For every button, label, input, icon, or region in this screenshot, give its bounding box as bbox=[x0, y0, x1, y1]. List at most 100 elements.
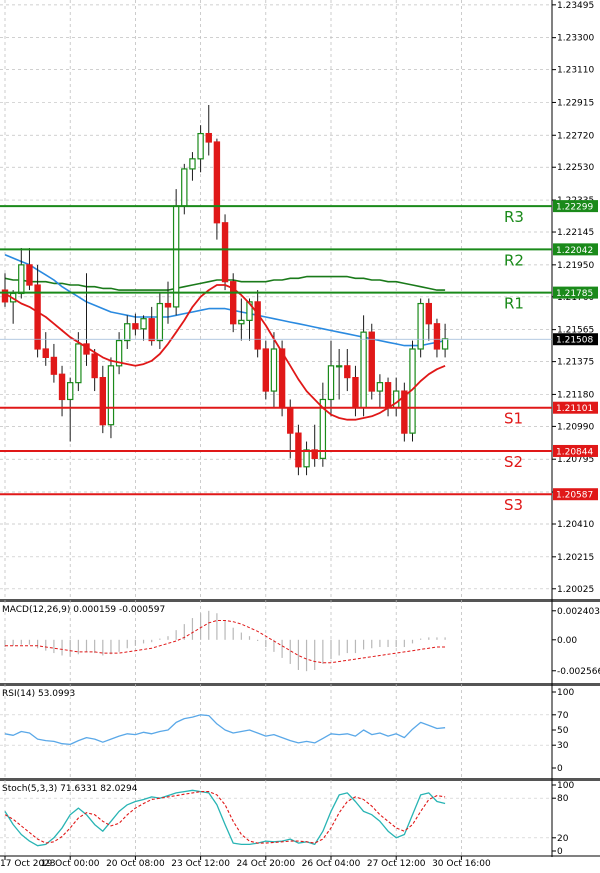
candle bbox=[238, 298, 245, 341]
stoch-k-line bbox=[4, 789, 446, 847]
rsi-tick-label: 30 bbox=[557, 741, 569, 751]
time-tick-label: 27 Oct 12:00 bbox=[367, 859, 426, 869]
price-tick-label: 1.22915 bbox=[557, 98, 594, 108]
candle-body bbox=[352, 376, 359, 409]
macd-signal-line bbox=[5, 620, 446, 664]
price-tick-label: 1.20025 bbox=[557, 585, 594, 595]
candle-body bbox=[181, 168, 188, 207]
candle bbox=[295, 424, 302, 476]
candle-body bbox=[66, 382, 74, 401]
current-price-tag bbox=[553, 333, 598, 346]
price-tick-label: 1.20795 bbox=[557, 455, 594, 465]
pivot-tag bbox=[553, 444, 598, 457]
stoch-tick-label: 0 bbox=[557, 847, 563, 857]
rsi-tick-label: 100 bbox=[557, 688, 574, 698]
candle-body bbox=[18, 264, 25, 295]
pane-separator bbox=[0, 683, 600, 686]
candle bbox=[319, 382, 327, 467]
pivot-label-r1: R1 bbox=[504, 295, 524, 313]
macd-tick-label: -0.002566 bbox=[557, 667, 600, 677]
candle-body bbox=[58, 373, 66, 401]
candle-body bbox=[433, 323, 441, 350]
candle-body bbox=[327, 365, 335, 401]
candle-body bbox=[205, 132, 212, 143]
candle bbox=[99, 365, 106, 434]
pivot-tag-label: 1.20587 bbox=[556, 491, 593, 501]
macd-tick-label: 0.002403 bbox=[557, 607, 600, 617]
candle bbox=[189, 152, 196, 181]
candle-body bbox=[441, 338, 449, 350]
candle bbox=[344, 348, 351, 392]
candle bbox=[401, 382, 408, 442]
pivot-tag bbox=[553, 200, 598, 213]
candle-body bbox=[124, 323, 131, 342]
pivot-tag-label: 1.21785 bbox=[556, 289, 593, 299]
candle bbox=[262, 340, 270, 400]
candle-body bbox=[230, 281, 237, 325]
pivot-label-s3: S3 bbox=[504, 496, 523, 514]
candle-body bbox=[384, 382, 392, 409]
candle bbox=[425, 298, 433, 341]
candle-body bbox=[197, 132, 204, 160]
price-tick-label: 1.21375 bbox=[557, 358, 594, 368]
stoch-d-line bbox=[4, 791, 446, 844]
price-tick-label: 1.20215 bbox=[557, 553, 594, 563]
rsi-line bbox=[4, 714, 446, 746]
pivot-label-s2: S2 bbox=[504, 453, 523, 471]
candle-body bbox=[99, 376, 106, 426]
candle bbox=[164, 281, 172, 324]
candle bbox=[270, 332, 278, 408]
candle bbox=[50, 343, 58, 383]
candle bbox=[205, 104, 212, 156]
candle-body bbox=[140, 318, 147, 330]
candle bbox=[91, 348, 98, 392]
candle-body bbox=[107, 365, 115, 426]
candle bbox=[368, 323, 375, 400]
price-tick-label: 1.23495 bbox=[557, 1, 594, 11]
time-tick-label: 23 Oct 12:00 bbox=[171, 859, 230, 869]
candle bbox=[303, 441, 310, 476]
pane-main bbox=[0, 0, 552, 597]
candle-body bbox=[50, 356, 58, 375]
price-tick-label: 1.22145 bbox=[557, 228, 594, 238]
pivot-tag bbox=[553, 243, 598, 256]
candle-body bbox=[319, 398, 327, 459]
candle-body bbox=[75, 343, 82, 384]
price-tick-label: 1.22530 bbox=[557, 163, 594, 173]
time-tick-label: 30 Oct 16:00 bbox=[432, 859, 491, 869]
candle bbox=[42, 332, 49, 366]
pane-separator bbox=[0, 778, 600, 781]
candle bbox=[221, 214, 229, 291]
pane-macd bbox=[0, 602, 552, 680]
candle-body bbox=[132, 323, 139, 330]
time-tick-label: 24 Oct 20:00 bbox=[236, 859, 295, 869]
candle-body bbox=[148, 318, 155, 342]
candle-body bbox=[156, 302, 164, 342]
candle-body bbox=[254, 301, 261, 350]
candle-body bbox=[189, 158, 196, 170]
candle-body bbox=[164, 302, 172, 308]
candle bbox=[107, 357, 115, 439]
candle-body bbox=[303, 449, 310, 468]
stoch-tick-label: 20 bbox=[557, 834, 569, 844]
candle-body bbox=[34, 284, 41, 350]
candle-body bbox=[270, 348, 278, 392]
pivot-label-s1: S1 bbox=[504, 410, 523, 428]
time-tick-label: 17 Oct 2023 bbox=[0, 859, 56, 869]
candle-body bbox=[42, 348, 49, 359]
candle bbox=[132, 313, 139, 336]
candle-body bbox=[344, 365, 351, 379]
rsi-label: RSI(14) 53.0993 bbox=[2, 689, 75, 699]
candle-body bbox=[221, 222, 229, 283]
time-tick-label: 26 Oct 04:00 bbox=[302, 859, 361, 869]
candle bbox=[335, 348, 343, 400]
stoch-tick-label: 100 bbox=[557, 781, 574, 791]
candle-body bbox=[376, 382, 384, 392]
time-tick-label: 19 Oct 00:00 bbox=[41, 859, 100, 869]
price-tick-label: 1.20410 bbox=[557, 520, 594, 530]
candle bbox=[254, 290, 261, 358]
candle bbox=[433, 318, 441, 358]
candle bbox=[172, 189, 180, 316]
candle bbox=[417, 298, 424, 358]
